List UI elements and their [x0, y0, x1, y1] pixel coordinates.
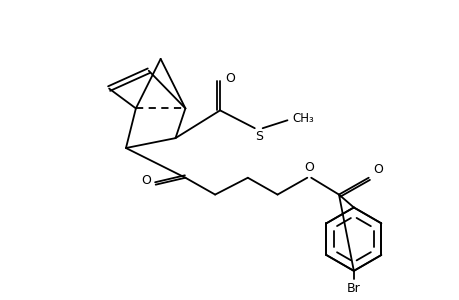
Text: O: O — [224, 72, 235, 85]
Text: O: O — [140, 174, 151, 187]
Text: Br: Br — [346, 282, 360, 295]
Text: CH₃: CH₃ — [292, 112, 313, 125]
Text: S: S — [254, 130, 262, 142]
Text: O: O — [373, 163, 383, 176]
Text: O: O — [304, 161, 313, 174]
